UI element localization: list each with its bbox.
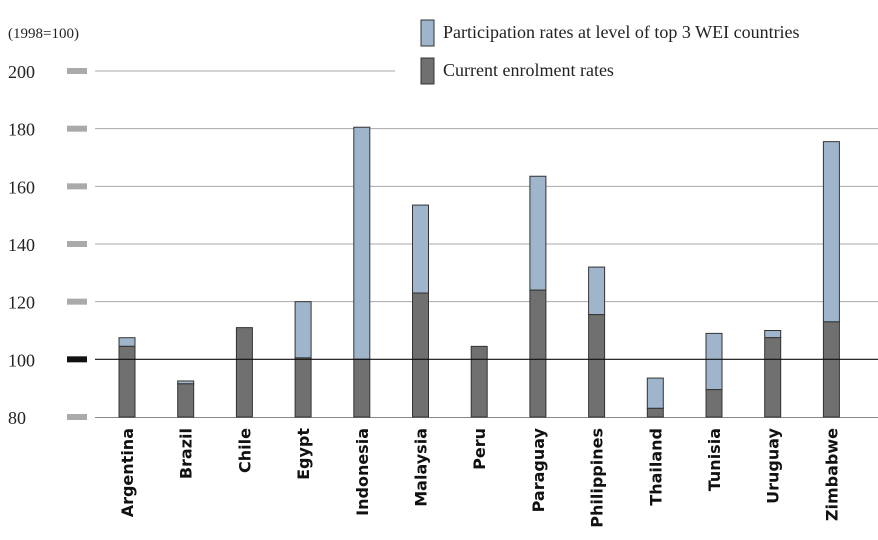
x-tick-label-brazil: Brazil — [177, 428, 196, 479]
y-tick-label-120: 120 — [8, 293, 35, 313]
x-tick-label-malaysia: Malaysia — [412, 428, 431, 507]
bar-current-egypt — [294, 357, 312, 418]
bar-current-zimbabwe — [822, 321, 840, 418]
x-tick-label-thailand: Thailand — [646, 428, 665, 506]
bar-current-peru — [470, 345, 488, 418]
y-tick-marker-100 — [67, 356, 87, 363]
bar-current-argentina — [118, 345, 136, 418]
legend-swatch-current — [420, 57, 435, 85]
y-tick-marker-200 — [67, 68, 87, 74]
y-tick-label-160: 160 — [8, 177, 35, 197]
y-tick-label-180: 180 — [8, 120, 35, 140]
x-tick-label-paraguay: Paraguay — [529, 427, 548, 512]
y-axis: 80 100 120 140 160 180 200 — [8, 62, 87, 428]
legend-label-current: Current enrolment rates — [443, 60, 614, 80]
legend-swatch-participation — [420, 19, 435, 47]
bar-current-philippines — [588, 314, 606, 418]
bar-participation-thailand — [646, 377, 664, 409]
y-tick-marker-120 — [67, 298, 87, 305]
x-tick-label-egypt: Egypt — [294, 428, 313, 480]
x-tick-label-philippines: Philippines — [588, 428, 607, 528]
legend: Participation rates at level of top 3 WE… — [420, 19, 800, 85]
legend-label-participation: Participation rates at level of top 3 WE… — [443, 22, 800, 42]
y-tick-label-80: 80 — [8, 408, 26, 428]
bar-current-indonesia — [353, 358, 371, 418]
bar-current-tunisia — [705, 389, 723, 418]
x-tick-label-tunisia: Tunisia — [705, 428, 724, 491]
y-tick-label-200: 200 — [8, 62, 35, 82]
x-tick-label-argentina: Argentina — [118, 428, 137, 517]
y-unit-label: (1998=100) — [8, 26, 79, 42]
bar-participation-argentina — [118, 337, 136, 347]
x-tick-label-uruguay: Uruguay — [764, 427, 783, 503]
y-tick-label-100: 100 — [8, 350, 35, 370]
x-tick-label-chile: Chile — [235, 428, 254, 473]
x-tick-label-peru: Peru — [470, 428, 489, 470]
x-axis: Argentina Brazil Chile Egypt Indonesia Malays… — [118, 427, 841, 527]
bar-current-chile — [235, 327, 253, 418]
y-tick-marker-160 — [67, 183, 87, 190]
bar-participation-uruguay — [764, 330, 782, 339]
y-tick-label-140: 140 — [8, 235, 35, 255]
bar-participation-philippines — [588, 266, 606, 316]
bar-participation-egypt — [294, 301, 312, 359]
bar-current-malaysia — [412, 292, 429, 418]
bar-current-thailand — [646, 407, 664, 418]
y-tick-marker-180 — [67, 125, 87, 132]
x-tick-label-zimbabwe: Zimbabwe — [822, 428, 841, 521]
bar-current-brazil — [177, 383, 195, 418]
y-tick-marker-80 — [67, 414, 87, 420]
bar-participation-malaysia — [412, 204, 429, 294]
bar-current-uruguay — [764, 337, 782, 418]
bar-participation-indonesia — [353, 126, 371, 360]
x-tick-label-indonesia: Indonesia — [353, 428, 372, 516]
bar-current-paraguay — [529, 289, 547, 418]
y-tick-marker-140 — [67, 241, 87, 247]
bar-participation-zimbabwe — [822, 141, 840, 323]
bar-participation-paraguay — [529, 175, 547, 291]
bar-participation-tunisia — [705, 332, 723, 391]
bars — [95, 126, 878, 418]
